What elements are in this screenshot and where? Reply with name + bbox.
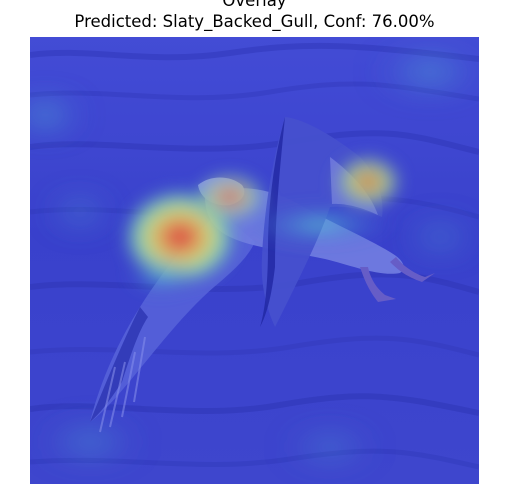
figure-title: Predicted: Slaty_Backed_Gull, Conf: 76.0… bbox=[74, 12, 435, 31]
overlay-image bbox=[30, 37, 479, 484]
background-glows bbox=[30, 48, 479, 467]
figure-title-top: Overlay bbox=[222, 0, 287, 10]
attention-hotspots bbox=[118, 152, 406, 297]
overlay-tint bbox=[30, 37, 479, 484]
heatmap-overlay bbox=[30, 37, 479, 484]
